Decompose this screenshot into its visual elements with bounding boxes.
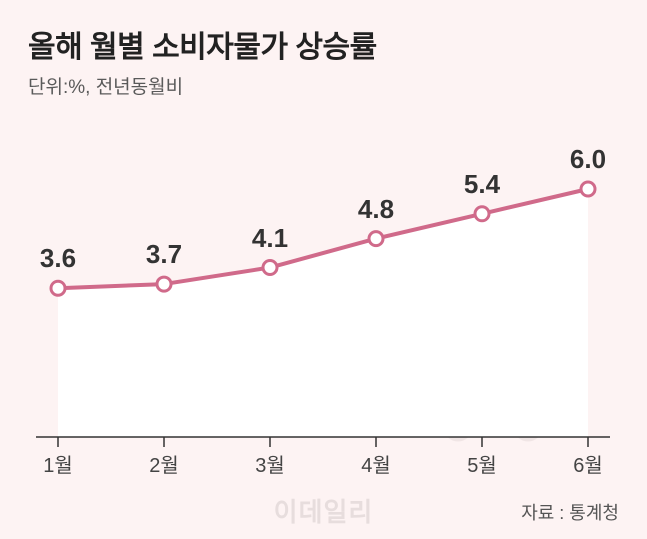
data-marker: [157, 277, 171, 291]
x-axis-label: 2월: [149, 449, 179, 478]
chart-title: 올해 월별 소비자물가 상승률: [28, 22, 619, 66]
x-axis-label: 5월: [467, 449, 497, 478]
data-marker: [51, 281, 65, 295]
value-label: 4.1: [252, 223, 288, 254]
line-chart-svg: [28, 107, 619, 487]
area-fill: [58, 189, 588, 437]
x-axis-label: 3월: [255, 449, 285, 478]
data-marker: [581, 182, 595, 196]
x-axis-label: 4월: [361, 449, 391, 478]
data-marker: [263, 261, 277, 275]
data-marker: [369, 232, 383, 246]
value-label: 5.4: [464, 169, 500, 200]
chart-subtitle: 단위:%, 전년동월비: [28, 72, 619, 99]
value-label: 3.7: [146, 239, 182, 270]
watermark-text: 이데일리: [274, 492, 374, 529]
x-axis-label: 1월: [43, 449, 73, 478]
value-label: 4.8: [358, 194, 394, 225]
value-label: 6.0: [570, 144, 606, 175]
chart-area: 3.6 1월 3.7 2월 4.1 3월 4.8 4월 5.4 5월 6.0 6월: [28, 107, 619, 487]
value-label: 3.6: [40, 243, 76, 274]
data-marker: [475, 207, 489, 221]
source-text: 자료 : 통계청: [521, 499, 619, 525]
x-axis-label: 6월: [573, 449, 603, 478]
